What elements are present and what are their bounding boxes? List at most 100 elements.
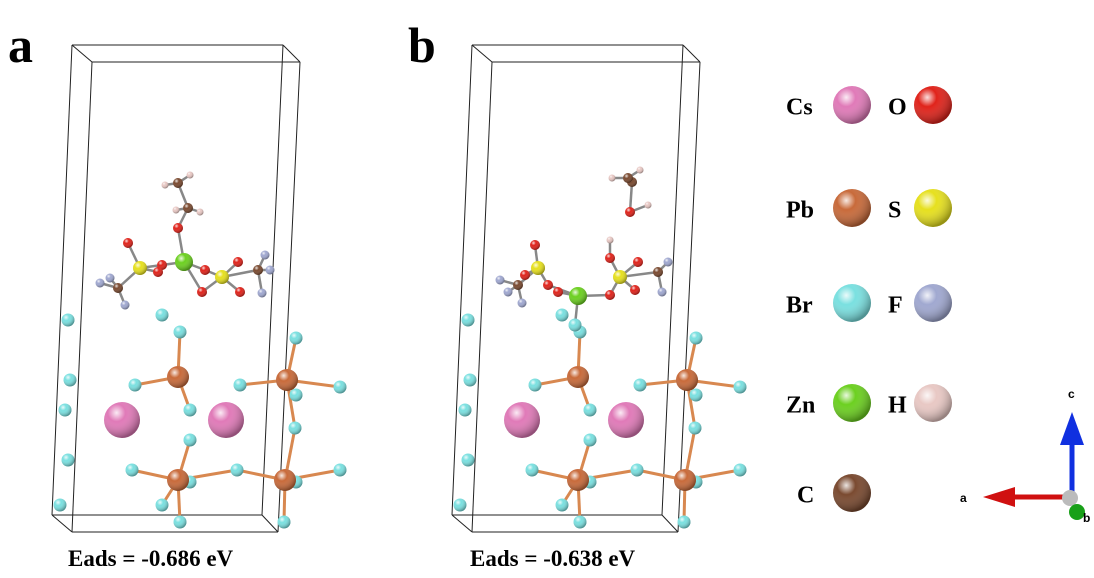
atom-shine [605, 290, 615, 300]
legend-symbol: Zn [786, 393, 815, 419]
atom-shine [513, 280, 523, 290]
atom-shine [174, 326, 187, 339]
cell-edge [262, 515, 278, 532]
atom-shine [734, 464, 747, 477]
atom-shine [183, 203, 193, 213]
atom-shine [676, 369, 698, 391]
atom-shine [197, 209, 204, 216]
atom-shine [584, 434, 597, 447]
atom-shine [584, 404, 597, 417]
atom-shine [553, 287, 563, 297]
axis-label: c [1068, 387, 1075, 401]
atom-shine [504, 402, 540, 438]
atom-shine [162, 182, 169, 189]
atom-shine [233, 257, 243, 267]
atom-shine [261, 251, 270, 260]
atom-shine [454, 499, 467, 512]
legend-symbol: F [888, 293, 903, 319]
atom-shine [106, 274, 115, 283]
atom-shine [462, 314, 475, 327]
atom-shine [290, 332, 303, 345]
caption: Eads = -0.686 eV [68, 546, 234, 571]
atom-shine [208, 402, 244, 438]
atom-shine [567, 469, 589, 491]
structure [52, 45, 347, 532]
atom-shine [153, 267, 163, 277]
atom-shine [914, 284, 952, 322]
atom-shine [184, 404, 197, 417]
atom-shine [531, 261, 545, 275]
atom-shine [529, 379, 542, 392]
atom-shine [173, 178, 183, 188]
atom-shine [569, 287, 587, 305]
atom-shine [833, 384, 871, 422]
atom-shine [678, 516, 691, 529]
atom-shine [630, 285, 640, 295]
axis-label: a [960, 491, 967, 505]
atom-shine [664, 258, 673, 267]
atom-shine [123, 238, 133, 248]
atom-shine [574, 516, 587, 529]
atom-shine [556, 499, 569, 512]
atom-shine [631, 464, 644, 477]
atom-shine [156, 309, 169, 322]
cell-edge [662, 515, 678, 532]
atom-shine [833, 86, 871, 124]
atom-shine [637, 167, 644, 174]
atom-shine [504, 288, 513, 297]
atom-shine [113, 283, 123, 293]
atom-shine [59, 404, 72, 417]
atom-shine [167, 469, 189, 491]
atom-shine [278, 516, 291, 529]
atom-shine [334, 464, 347, 477]
a-arrow-head [983, 487, 1015, 507]
atom-shine [653, 267, 663, 277]
origin [1062, 490, 1078, 506]
atom-shine [156, 499, 169, 512]
atom-shine [274, 469, 296, 491]
atom-shine [129, 379, 142, 392]
legend-symbol: H [888, 393, 907, 419]
atom-shine [459, 404, 472, 417]
cell-edge [452, 515, 472, 532]
atom-shine [605, 253, 615, 263]
atom-shine [258, 289, 267, 298]
legend-symbol: O [888, 95, 907, 121]
c-arrow-head [1060, 412, 1084, 445]
atom-shine [462, 454, 475, 467]
atom-shine [914, 189, 952, 227]
cell-edge [52, 515, 72, 532]
cell-edge [683, 45, 700, 62]
atom-shine [266, 266, 275, 275]
atom-shine [215, 270, 229, 284]
cell-edge [472, 45, 492, 62]
caption: Eads = -0.638 eV [470, 546, 636, 571]
atom-shine [645, 202, 652, 209]
atom-shine [133, 261, 147, 275]
atom-shine [231, 464, 244, 477]
legend-symbol: C [797, 483, 814, 509]
atom-shine [674, 469, 696, 491]
atom-shine [734, 381, 747, 394]
atom-shine [175, 253, 193, 271]
atom-shine [556, 309, 569, 322]
cell-edge [472, 62, 492, 532]
atom-shine [634, 379, 647, 392]
atom-shine [121, 301, 130, 310]
atom-shine [290, 389, 303, 402]
axis-indicator: c a b [960, 387, 1090, 525]
cell-edge [72, 45, 92, 62]
atom-shine [690, 332, 703, 345]
atom-shine [464, 374, 477, 387]
atom-shine [520, 270, 530, 280]
figure: a b Eads = -0.686 eV Eads = -0.638 eV Cs… [0, 0, 1094, 578]
atom-shine [623, 173, 633, 183]
atom-shine [914, 86, 952, 124]
atom-shine [126, 464, 139, 477]
atom-shine [197, 287, 207, 297]
atom-shine [200, 265, 210, 275]
atom-shine [607, 237, 614, 244]
cell-edge [283, 45, 300, 62]
atom-shine [567, 366, 589, 388]
atom-shine [518, 299, 527, 308]
